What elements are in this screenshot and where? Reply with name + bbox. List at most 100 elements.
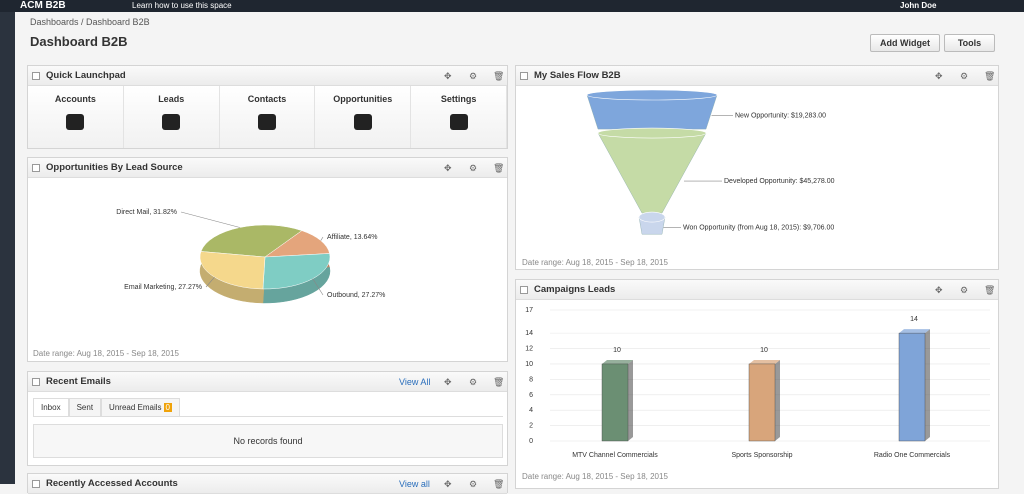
quick-launchpad: Quick Launchpad ✥ ⚙ 🗑 Accounts Leads Contacts…	[27, 65, 508, 149]
recent-accounts-panel: Recently Accessed Accounts View all ✥ ⚙ 🗑	[27, 473, 508, 494]
y-tick-label: 17	[525, 307, 533, 314]
email-tab[interactable]: Inbox	[33, 398, 69, 416]
panel-icon[interactable]: ⚙	[469, 479, 478, 489]
leader-line	[312, 278, 324, 296]
user-menu[interactable]: John Doe	[900, 1, 937, 10]
lead-source-panel: Opportunities By Lead Source ✥ ⚙ 🗑 Date ran…	[27, 157, 508, 362]
date-range: Date range: Aug 18, 2015 - Sep 18, 2015	[522, 258, 668, 267]
panel-icon[interactable]: ✥	[444, 479, 452, 489]
panel-title: Campaigns Leads	[534, 284, 616, 295]
panel-header: Quick Launchpad ✥ ⚙ 🗑	[28, 66, 507, 86]
bar-side	[775, 359, 780, 441]
bar-value-label: 14	[910, 316, 918, 323]
launch-label: Accounts	[54, 94, 96, 104]
bar	[601, 363, 629, 442]
y-tick-label: 2	[529, 423, 533, 430]
y-tick-label: 8	[529, 376, 533, 383]
panel-icon[interactable]: ✥	[444, 163, 452, 173]
funnel-rim	[586, 89, 718, 101]
funnel-label: Won Opportunity (from Aug 18, 2015): $9,…	[683, 224, 834, 231]
funnel-chart: New Opportunity: $19,283.00 Developed Opp…	[586, 89, 835, 235]
y-tick-label: 6	[529, 392, 533, 399]
pie-slice	[262, 253, 331, 290]
date-range: Date range: Aug 18, 2015 - Sep 18, 2015	[33, 349, 179, 358]
panel-icon[interactable]: ⚙	[469, 377, 478, 387]
panel-icon[interactable]: ✥	[935, 285, 943, 295]
y-tick-label: 14	[525, 330, 533, 337]
panel-title: Opportunities By Lead Source	[46, 162, 183, 173]
launch-icon	[353, 114, 372, 130]
bar-top	[749, 359, 780, 364]
slice-label: Direct Mail, 31.82%	[116, 209, 177, 216]
pie-slice	[264, 230, 330, 258]
brand[interactable]: ACM B2B	[20, 0, 66, 11]
panel-icon[interactable]: ⚙	[469, 71, 478, 81]
launch-item[interactable]: Settings	[411, 86, 507, 148]
view-all-link[interactable]: View all	[399, 479, 430, 489]
panel-icon[interactable]: 🗑	[984, 285, 996, 295]
funnel-label: New Opportunity: $19,283.00	[735, 112, 826, 119]
unread-badge: 0	[163, 403, 172, 412]
panel-icon[interactable]: 🗑	[984, 71, 996, 81]
launch-label: Opportunities	[333, 94, 393, 104]
email-tab[interactable]: Sent	[68, 398, 102, 416]
panel-header: Recent Emails View All ✥ ⚙ 🗑	[28, 372, 507, 392]
bar-value-label: 10	[760, 347, 768, 354]
bar	[748, 363, 776, 442]
funnel-label: Developed Opportunity: $45,278.00	[724, 178, 835, 185]
top-bar: ACM B2B Learn how to use this space John…	[0, 0, 1024, 12]
launch-label: Settings	[440, 94, 477, 104]
panel-icon[interactable]: 🗑	[493, 377, 505, 387]
email-tab[interactable]: Unread Emails 0	[101, 398, 180, 416]
launch-icon	[66, 114, 85, 130]
launch-item[interactable]: Contacts	[219, 86, 316, 148]
launch-item[interactable]: Leads	[123, 86, 220, 148]
panel-icon[interactable]: ⚙	[960, 71, 969, 81]
date-range: Date range: Aug 18, 2015 - Sep 18, 2015	[522, 472, 668, 481]
view-all-link[interactable]: View All	[399, 377, 431, 387]
launch-icon	[257, 114, 276, 130]
panel-icon[interactable]: ✥	[444, 71, 452, 81]
bar-side	[628, 359, 633, 441]
pie-slice	[199, 251, 266, 290]
launch-item[interactable]: Accounts	[28, 86, 124, 148]
x-tick-label: Radio One Commercials	[874, 452, 951, 459]
funnel-rim	[597, 127, 707, 139]
x-tick-label: MTV Channel Commercials	[572, 452, 658, 459]
bar-chart: 0 2 4 6 8 10 12 14 17 10 MTV Channel Commercials 10…	[525, 307, 990, 459]
panel-title: Recent Emails	[46, 376, 111, 387]
page-title: Dashboard B2B	[30, 34, 128, 49]
panel-header: Campaigns Leads ✥ ⚙ 🗑	[516, 280, 998, 300]
add-widget-button[interactable]: Add Widget	[870, 34, 940, 52]
funnel-segment	[597, 132, 707, 214]
sidebar	[0, 12, 15, 484]
bar-top	[602, 359, 633, 364]
panel-icon[interactable]: 🗑	[493, 163, 505, 173]
panel-icon[interactable]: ⚙	[469, 163, 478, 173]
breadcrumb[interactable]: Dashboards / Dashboard B2B	[30, 17, 150, 27]
pie-slice	[200, 224, 303, 258]
y-tick-label: 0	[529, 438, 533, 445]
launch-label: Leads	[158, 94, 185, 104]
panel-icon[interactable]: 🗑	[493, 479, 505, 489]
panel-icon[interactable]: ✥	[935, 71, 943, 81]
panel-icon[interactable]: 🗑	[493, 71, 505, 81]
help-link[interactable]: Learn how to use this space	[132, 1, 232, 10]
leader-line	[320, 236, 324, 241]
launch-icon	[162, 114, 181, 130]
bar-top	[899, 329, 930, 334]
panel-header: My Sales Flow B2B ✥ ⚙ 🗑	[516, 66, 998, 86]
y-tick-label: 12	[525, 346, 533, 353]
launch-item[interactable]: Opportunities	[315, 86, 412, 148]
bar	[898, 332, 926, 442]
leader-line	[180, 211, 240, 228]
tools-button[interactable]: Tools	[944, 34, 995, 52]
leader-line	[205, 276, 215, 288]
slice-label: Outbound, 27.27%	[327, 292, 385, 299]
bar-value-label: 10	[613, 347, 621, 354]
bar-side	[925, 329, 930, 441]
x-tick-label: Sports Sponsorship	[731, 452, 792, 459]
panel-icon[interactable]: ✥	[444, 377, 452, 387]
panel-icon[interactable]: ⚙	[960, 285, 969, 295]
